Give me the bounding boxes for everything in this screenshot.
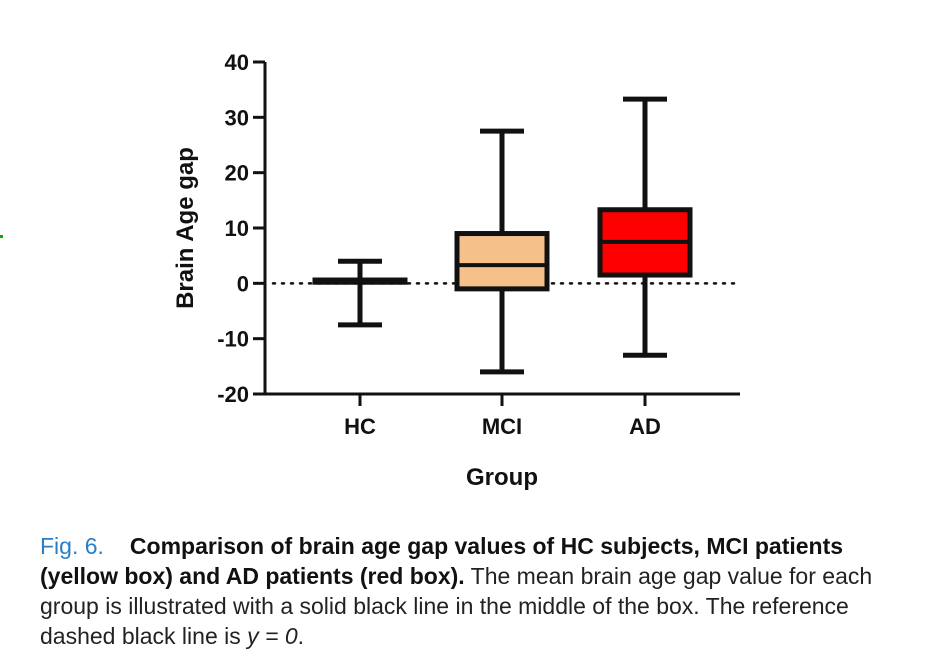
y-tick-label: 20 xyxy=(225,161,249,186)
box-iqr xyxy=(454,231,550,292)
figure-label: Fig. 6. xyxy=(40,533,104,559)
y-tick-label: 30 xyxy=(225,105,249,130)
caption-end: . xyxy=(297,623,305,649)
y-tick-label: 10 xyxy=(225,216,249,241)
y-tick-label: 0 xyxy=(237,271,249,296)
box-hc xyxy=(312,258,408,328)
boxes xyxy=(312,96,693,375)
figure-caption: Fig. 6. Comparison of brain age gap value… xyxy=(40,531,920,651)
x-tick-label: HC xyxy=(344,414,376,439)
box-ad xyxy=(597,96,693,358)
x-axis: HC MCI AD xyxy=(265,392,740,439)
box-mci xyxy=(454,128,550,375)
y-tick-label: 40 xyxy=(225,50,249,75)
x-tick-label: AD xyxy=(629,414,661,439)
caption-equation: y = 0 xyxy=(247,623,298,649)
y-tick-label: -20 xyxy=(217,382,249,407)
box-plot-chart: 40 30 20 10 0 -10 -20 HC MCI AD Brain Age gap Gr… xyxy=(172,50,740,491)
caption-bold-text: Comparison of brain age gap values of HC… xyxy=(40,533,844,589)
caption-text: The mean brain age gap value for each gr… xyxy=(40,563,873,649)
x-tick-label: MCI xyxy=(482,414,522,439)
margin-mark xyxy=(0,235,3,238)
y-tick-label: -10 xyxy=(217,327,249,352)
x-axis-label: Group xyxy=(466,464,538,491)
y-axis-label: Brain Age gap xyxy=(172,147,199,309)
y-axis: 40 30 20 10 0 -10 -20 xyxy=(217,50,267,407)
